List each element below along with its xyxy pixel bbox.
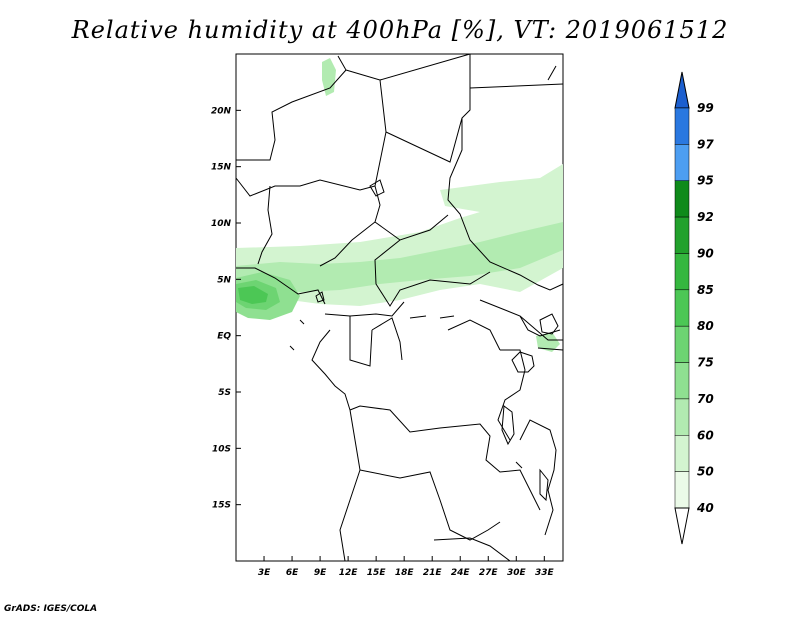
lat-tick-label: 10N bbox=[211, 219, 232, 229]
lake-chad bbox=[369, 179, 385, 197]
colorbar-swatch bbox=[674, 325, 690, 363]
lon-tick-label: 12E bbox=[339, 568, 359, 578]
lon-tick-label: 18E bbox=[395, 568, 415, 578]
island-annobon bbox=[289, 345, 295, 351]
colorbar-label: 60 bbox=[697, 428, 714, 442]
lon-tick-label: 21E bbox=[423, 568, 443, 578]
colorbar-label: 85 bbox=[697, 283, 714, 297]
lat-tick-label: EQ bbox=[217, 332, 231, 342]
colorbar-swatch bbox=[674, 107, 690, 145]
colorbar-swatch bbox=[674, 253, 690, 291]
lat-ticks bbox=[236, 109, 241, 506]
colorbar-label: 70 bbox=[697, 392, 714, 406]
lakes bbox=[369, 179, 559, 502]
colorbar-label: 92 bbox=[697, 210, 714, 224]
lon-tick-label: 15E bbox=[367, 568, 387, 578]
lon-tick-label: 30E bbox=[507, 568, 527, 578]
colorbar-label: 50 bbox=[697, 465, 714, 479]
river-segment-2 bbox=[439, 315, 455, 319]
country-boundaries bbox=[235, 53, 564, 562]
colorbar-label: 97 bbox=[697, 137, 714, 151]
rh-north-patch bbox=[322, 58, 336, 96]
rh-75-80-region bbox=[238, 286, 268, 304]
rh-50-60-band bbox=[236, 222, 563, 292]
lat-tick-label: 15S bbox=[212, 501, 231, 511]
colorbar-swatch bbox=[674, 289, 690, 327]
rh-40-50-north-band bbox=[440, 164, 563, 212]
lake-victoria bbox=[539, 313, 559, 335]
lon-tick-label: 27E bbox=[479, 568, 499, 578]
colorbar-label: 95 bbox=[697, 174, 714, 188]
colorbar-top-arrow bbox=[674, 71, 690, 109]
rh-east-patch bbox=[536, 332, 560, 352]
lat-tick-label: 10S bbox=[212, 444, 231, 454]
lon-tick-labels: 3E 6E 9E 12E 15E 18E 21E 24E 27E 30E 33E bbox=[258, 568, 555, 578]
colorbar: 99 97 95 92 90 85 80 75 70 60 50 40 bbox=[674, 71, 714, 545]
chart-title: Relative humidity at 400hPa [%], VT: 201… bbox=[71, 16, 729, 44]
lon-tick-label: 33E bbox=[535, 568, 555, 578]
island-sao-tome bbox=[299, 319, 305, 325]
lon-tick-label: 3E bbox=[258, 568, 271, 578]
colorbar-label: 75 bbox=[697, 356, 714, 370]
lake-malawi bbox=[539, 468, 549, 502]
colorbar-bottom-arrow bbox=[674, 507, 690, 545]
lake-mweru bbox=[515, 461, 523, 469]
lat-tick-label: 15N bbox=[211, 163, 232, 173]
colorbar-label: 40 bbox=[696, 501, 714, 515]
colorbar-swatch bbox=[674, 471, 690, 509]
lon-tick-label: 6E bbox=[286, 568, 299, 578]
humidity-shading bbox=[236, 58, 563, 352]
lon-tick-label: 9E bbox=[314, 568, 327, 578]
lat-tick-label: 5N bbox=[217, 275, 231, 285]
colorbar-swatch bbox=[674, 180, 690, 218]
grads-credit: GrADS: IGES/COLA bbox=[4, 604, 98, 614]
colorbar-swatch bbox=[674, 435, 690, 472]
colorbar-swatch bbox=[674, 398, 690, 436]
colorbar-swatch bbox=[674, 362, 690, 400]
lat-tick-label: 5S bbox=[218, 388, 231, 398]
lat-tick-labels: 20N 15N 10N 5N EQ 5S 10S 15S bbox=[211, 106, 232, 510]
colorbar-label: 99 bbox=[697, 101, 714, 115]
colorbar-swatch bbox=[674, 216, 690, 254]
lon-ticks bbox=[263, 556, 545, 561]
lake-tanganyika bbox=[501, 405, 515, 446]
island-bioko bbox=[315, 291, 325, 303]
islands bbox=[289, 291, 325, 351]
lake-kivu bbox=[511, 351, 535, 373]
colorbar-label: 80 bbox=[697, 319, 714, 333]
river-segment-1 bbox=[409, 315, 427, 319]
lat-tick-label: 20N bbox=[211, 106, 232, 116]
colorbar-label: 90 bbox=[697, 246, 714, 260]
lon-tick-label: 24E bbox=[451, 568, 471, 578]
colorbar-swatch bbox=[674, 144, 690, 181]
